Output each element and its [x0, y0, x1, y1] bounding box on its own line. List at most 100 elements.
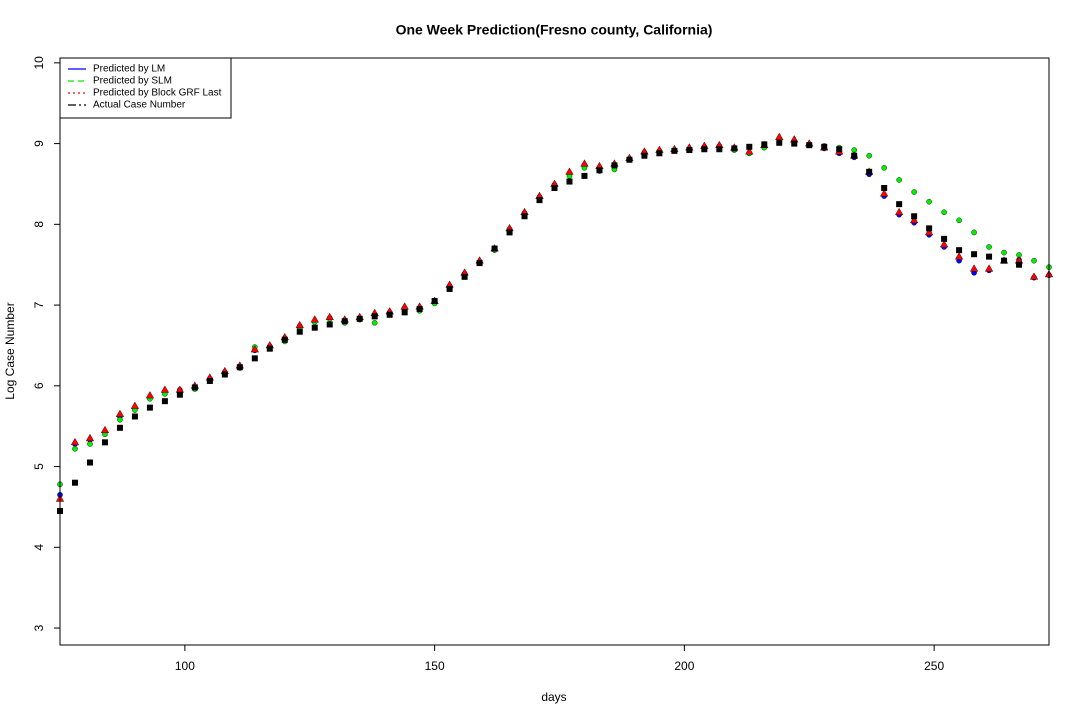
point	[221, 371, 228, 378]
point	[146, 404, 153, 411]
point	[145, 391, 155, 399]
point	[1001, 249, 1007, 256]
legend-label: Predicted by Block GRF Last	[93, 88, 222, 99]
point	[296, 328, 303, 335]
point	[206, 377, 213, 384]
point	[371, 313, 378, 320]
point	[941, 235, 948, 242]
point	[295, 320, 304, 329]
point	[191, 384, 198, 391]
y-tick-label: 4	[32, 544, 46, 551]
y-tick-label: 10	[32, 56, 46, 70]
y-axis-label: Log Case Number	[3, 302, 17, 399]
point	[1031, 257, 1037, 264]
point	[446, 285, 453, 292]
point	[941, 209, 947, 216]
point	[896, 201, 903, 208]
point	[326, 321, 333, 328]
point	[881, 165, 887, 171]
point	[986, 253, 993, 260]
point	[85, 433, 95, 442]
point	[565, 167, 574, 175]
point	[371, 320, 378, 326]
point	[851, 152, 858, 159]
point	[881, 184, 888, 191]
y-tick-label: 6	[32, 382, 46, 389]
point	[686, 147, 693, 154]
chart-title: One Week Prediction(Fresno county, Calif…	[396, 22, 713, 38]
point	[761, 141, 768, 148]
point	[731, 145, 738, 152]
point	[117, 416, 123, 423]
point	[400, 302, 409, 310]
point	[984, 264, 994, 272]
point	[161, 398, 168, 405]
point	[87, 441, 93, 447]
legend-label: Predicted by LM	[93, 64, 165, 75]
legend-label: Predicted by SLM	[93, 76, 172, 87]
point	[131, 413, 138, 420]
point	[775, 132, 784, 140]
point	[431, 298, 438, 305]
point	[250, 345, 259, 353]
point	[716, 146, 723, 153]
y-tick-label: 7	[32, 301, 46, 308]
point	[909, 215, 919, 224]
point	[521, 213, 528, 220]
point	[821, 143, 828, 150]
y-tick-label: 9	[32, 140, 46, 147]
point	[895, 207, 904, 216]
point	[939, 240, 949, 248]
point	[71, 479, 78, 486]
point	[580, 159, 589, 167]
point	[551, 184, 558, 191]
point	[745, 147, 754, 155]
point	[461, 273, 468, 280]
point	[116, 424, 123, 431]
point	[956, 217, 962, 224]
point	[236, 364, 243, 371]
y-tick-label: 5	[32, 463, 46, 470]
point	[641, 152, 648, 159]
point	[1001, 257, 1008, 264]
point	[115, 409, 125, 417]
point	[924, 228, 934, 236]
point	[160, 385, 170, 393]
point	[896, 177, 902, 183]
point	[251, 355, 258, 362]
point	[266, 345, 273, 352]
point	[969, 264, 979, 272]
point	[671, 147, 678, 154]
point	[954, 252, 964, 260]
point	[701, 146, 708, 153]
point	[401, 309, 408, 316]
point	[611, 162, 618, 169]
point	[1016, 261, 1023, 268]
legend-label: Actual Case Number	[93, 100, 186, 111]
point	[506, 229, 513, 236]
point	[566, 178, 573, 185]
point	[311, 324, 318, 331]
point	[581, 172, 588, 179]
point	[310, 315, 319, 323]
point	[536, 197, 543, 204]
point	[281, 336, 288, 343]
y-tick-label: 3	[32, 624, 46, 631]
plot-frame	[59, 57, 1050, 646]
point	[926, 198, 932, 205]
point	[911, 189, 917, 195]
point	[926, 225, 933, 232]
point	[130, 401, 140, 409]
point	[866, 168, 873, 175]
point	[746, 143, 753, 150]
point	[956, 247, 963, 254]
point	[986, 244, 992, 250]
y-tick-label: 8	[32, 221, 46, 228]
x-axis-label: days	[541, 690, 566, 704]
x-tick-label: 200	[674, 659, 694, 673]
point	[626, 156, 633, 163]
point	[971, 251, 978, 258]
point	[341, 318, 348, 325]
point	[356, 315, 363, 322]
